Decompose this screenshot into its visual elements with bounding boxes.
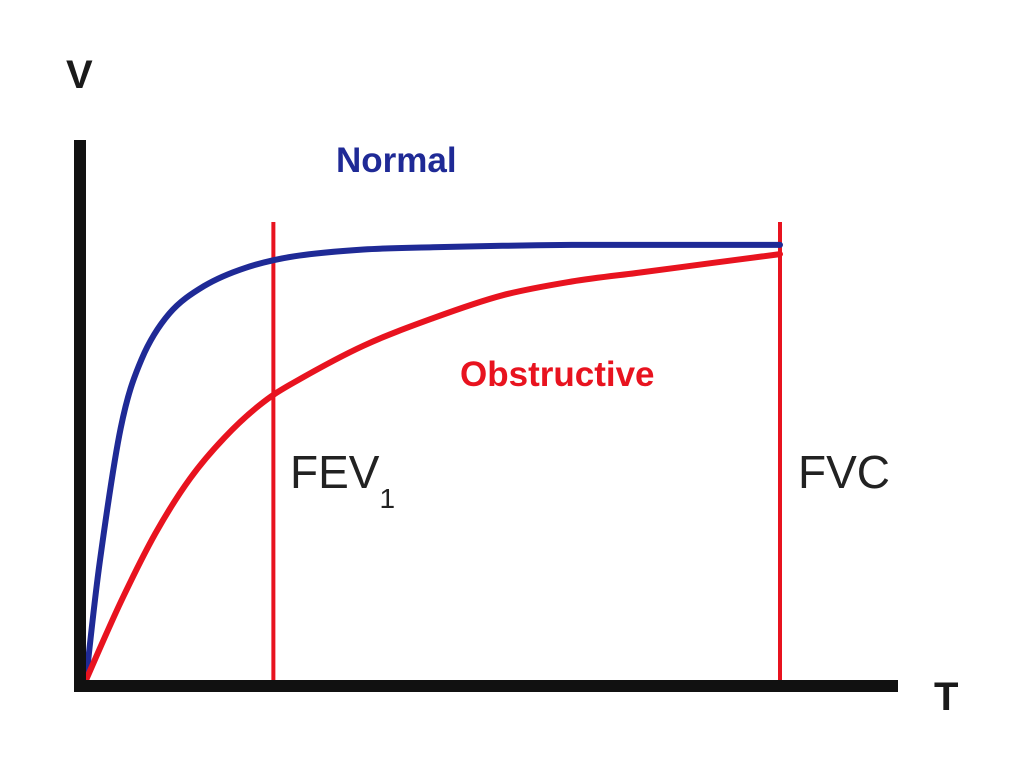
series-label-obstructive: Obstructive <box>460 355 655 394</box>
fvc-label: FVC <box>798 446 890 498</box>
marker-lines <box>271 222 782 682</box>
series-label-normal: Normal <box>336 141 457 180</box>
series-lines <box>83 241 783 683</box>
series-line-obstructive <box>83 251 783 683</box>
series-line-normal <box>83 241 783 683</box>
x-axis-label: T <box>934 675 958 719</box>
y-axis-label: V <box>66 53 93 97</box>
fev1-label: FEV1 <box>290 446 395 514</box>
